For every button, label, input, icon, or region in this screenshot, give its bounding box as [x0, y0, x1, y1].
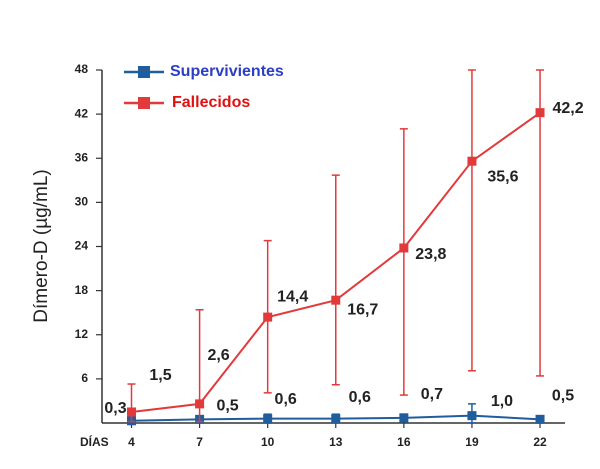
data-label: 0,6: [275, 391, 297, 408]
data-label: 1,5: [149, 367, 171, 384]
y-tick-label: 42: [75, 106, 89, 120]
point: [467, 156, 477, 166]
data-label: 14,4: [277, 288, 308, 305]
y-axis-label: Dímero-D (µg/mL): [31, 169, 52, 322]
data-label: 16,7: [347, 301, 378, 318]
x-tick-label: 22: [533, 435, 547, 449]
y-tick-label: 24: [75, 239, 89, 253]
point: [263, 414, 273, 424]
data-label: 1,0: [491, 393, 513, 410]
point: [331, 414, 341, 424]
x-axis-label: DÍAS: [80, 434, 109, 449]
data-label: 35,6: [487, 168, 518, 185]
data-label: 2,6: [207, 347, 229, 364]
legend-label: Supervivientes: [170, 63, 284, 80]
data-label: 23,8: [415, 246, 446, 263]
y-tick-label: 18: [75, 283, 89, 297]
x-tick-label: 4: [128, 435, 135, 449]
x-tick-label: 7: [196, 435, 203, 449]
point: [127, 407, 137, 417]
y-tick-label: 48: [75, 62, 89, 76]
x-tick-label: 16: [397, 435, 411, 449]
point: [263, 312, 273, 322]
data-label: 42,2: [552, 100, 583, 117]
legend-label: Fallecidos: [172, 94, 250, 111]
x-tick-label: 19: [465, 435, 479, 449]
y-tick-label: 6: [81, 371, 88, 385]
point: [467, 411, 477, 421]
point: [195, 399, 205, 409]
y-tick-label: 12: [75, 327, 89, 341]
point: [399, 243, 409, 253]
legend-marker: [138, 97, 150, 109]
y-tick-label: 30: [75, 195, 89, 209]
point: [535, 108, 545, 118]
point: [535, 414, 545, 424]
data-label: 0,3: [104, 400, 126, 417]
y-tick-label: 36: [75, 150, 89, 164]
x-tick-label: 13: [329, 435, 343, 449]
legend-marker: [138, 66, 150, 78]
data-label: 0,5: [552, 388, 574, 405]
point: [399, 413, 409, 423]
data-label: 0,6: [349, 389, 371, 406]
point: [331, 295, 341, 305]
data-label: 0,5: [216, 398, 238, 415]
x-tick-label: 10: [261, 435, 275, 449]
data-label: 0,7: [421, 386, 443, 403]
